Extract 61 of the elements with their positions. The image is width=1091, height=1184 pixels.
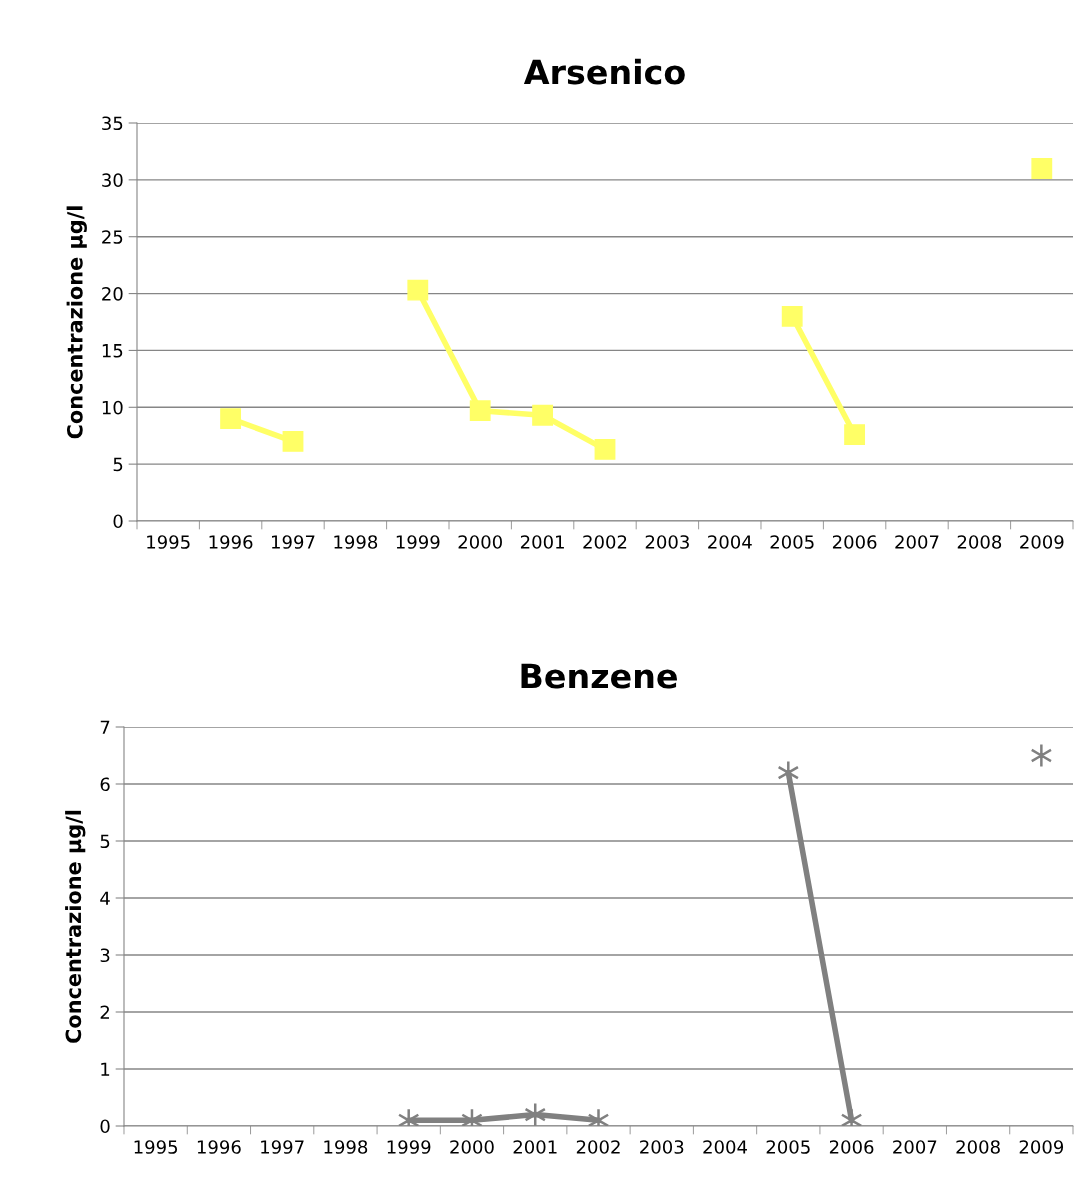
x-tick-label: 2003 [640,1140,684,1154]
x-tick-label: 2002 [583,535,627,549]
x-tick-label: 1999 [396,535,440,549]
y-tick-label: 30 [102,173,123,187]
y-tick-label: 35 [102,116,123,131]
y-tick-label: 25 [102,230,123,244]
x-tick-label: 1999 [387,1140,431,1154]
point [220,408,242,430]
x-tick-label: 2002 [576,1140,620,1154]
x-tick-label: 1997 [261,1140,304,1154]
x-tick-label: 2009 [1020,535,1064,549]
y-tick-label: 2 [100,1005,109,1019]
y-tick-label: 5 [113,457,123,472]
x-tick-label: 2007 [893,1140,937,1154]
y-tick-label: 0 [113,514,123,529]
point [1031,158,1053,179]
x-tick-label: 2005 [770,535,814,549]
point [781,305,803,327]
x-tick-label: 2000 [458,535,502,549]
y-tick-label: 4 [100,891,110,905]
y-tick-label: 0 [100,1119,110,1134]
x-tick-label: 1996 [197,1140,241,1154]
chart-title: Benzene [521,663,677,689]
x-tick-label: 2004 [708,535,752,549]
x-tick-label: 2005 [766,1140,810,1154]
point [282,430,304,452]
point [407,279,429,301]
y-tick-label: 5 [100,834,110,849]
x-tick-label: 2001 [520,535,564,549]
y-tick-label: 3 [100,948,110,963]
x-tick-label: 2009 [1019,1140,1064,1154]
point [844,424,866,445]
y-tick-label: 20 [102,287,123,301]
point [532,404,554,426]
point [1030,743,1053,768]
y-tick-label: 10 [102,400,123,415]
chart-title: Arsenico [523,58,685,85]
x-tick-label: 2008 [957,535,1002,549]
y-axis-title: Concentrazione µg/l [65,810,86,1043]
point [594,438,616,460]
x-tick-label: 1995 [134,1140,178,1154]
x-tick-label: 2000 [450,1140,494,1154]
x-tick-label: 1997 [272,535,315,549]
x-tick-label: 2006 [829,1140,874,1154]
y-tick-label: 7 [100,720,110,734]
x-tick-label: 1998 [324,1140,368,1154]
x-tick-label: 2004 [703,1140,747,1154]
x-tick-label: 1995 [147,535,190,549]
x-tick-label: 1996 [209,535,253,549]
point [777,760,800,785]
point [469,400,491,422]
y-tick-label: 1 [101,1062,110,1076]
x-tick-label: 2007 [895,535,939,549]
x-tick-label: 2008 [956,1140,1000,1154]
x-tick-label: 2001 [513,1140,557,1154]
y-axis-title: Concentrazione µg/l [66,206,87,439]
y-tick-label: 15 [102,344,123,358]
x-tick-label: 1998 [334,535,378,549]
y-tick-label: 6 [100,777,110,792]
x-tick-label: 2003 [645,535,689,549]
x-tick-label: 2006 [832,535,877,549]
